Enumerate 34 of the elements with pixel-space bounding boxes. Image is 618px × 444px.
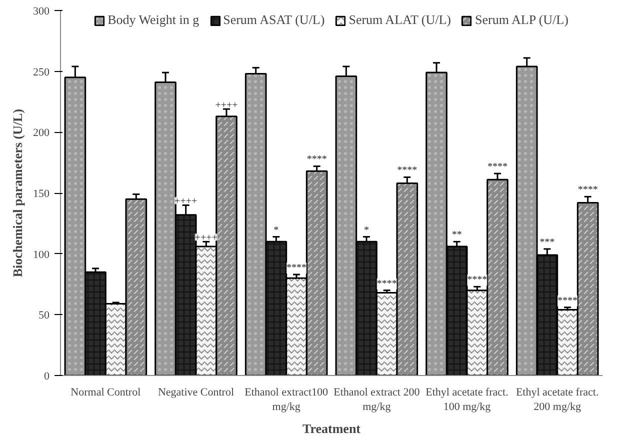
y-tick-label: 250 [33,66,50,78]
data-label: **** [376,278,397,290]
data-label: ++++ [174,196,198,208]
x-tick-label: Ethanol extract 200 mg/kg [334,386,420,413]
y-tick-label: 100 [33,248,50,261]
legend-label: Serum ASAT (U/L) [223,12,325,28]
data-label: **** [286,262,306,274]
data-label: *** [540,236,555,248]
y-tick-label: 300 [33,6,50,18]
data-label: **** [306,154,327,166]
data-label: * [364,224,370,236]
data-label: **** [557,295,578,306]
data-label: **** [487,162,508,173]
y-tick-label: 150 [33,188,50,200]
x-tick-label: Ethyl acetate fract. 100 mg/kg [426,386,509,413]
data-label: ++++ [215,100,238,112]
data-label: **** [578,184,598,196]
y-tick-label: 200 [33,127,50,140]
data-label: **** [467,274,488,286]
data-label: **** [397,165,418,176]
x-tick-label: Ethanol extract100 mg/kg [244,386,329,413]
x-tick-label: Normal Control [70,386,141,398]
legend-label: Serum ALAT (U/L) [348,12,452,28]
x-tick-label: Negative Control [158,386,234,398]
y-axis-title: Biochemical parameters (U/L) [10,108,25,278]
legend-label: Body Weight in g [108,12,200,28]
data-label: ++++ [194,232,218,244]
x-tick-label: Ethyl acetate fract. 200 mg/kg [516,386,599,413]
x-axis-title: Treatment [302,420,362,436]
y-tick-label: 50 [38,310,50,322]
legend-label: Serum ALP (U/L) [475,12,568,28]
data-label: * [274,224,279,236]
data-label: ** [452,230,462,241]
y-tick-label: 0 [44,370,50,382]
